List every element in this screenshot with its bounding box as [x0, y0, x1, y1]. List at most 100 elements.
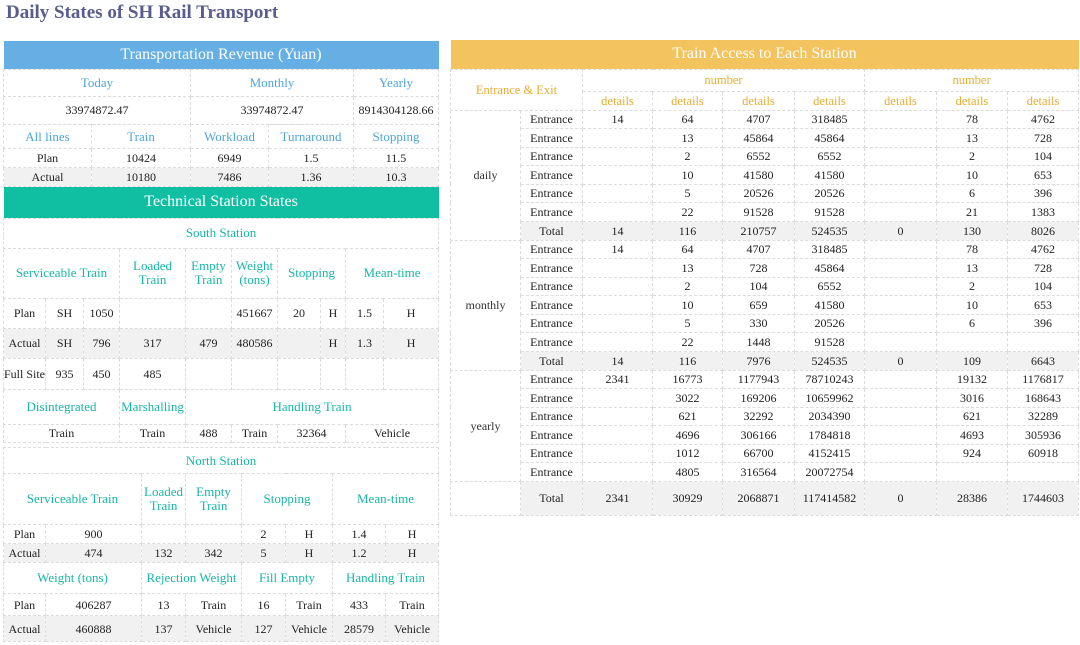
cell-col-2: 10	[652, 165, 723, 185]
north-plan-serviceable: 900	[45, 524, 142, 544]
south-station-title: South Station	[2, 217, 440, 249]
cell-col-4: 45864	[794, 258, 865, 278]
north-plan2-fill-empty-unit: Train	[285, 593, 333, 616]
cell-col-3: 659	[722, 295, 795, 315]
cell-col-3: 41580	[722, 165, 795, 185]
cell-col-1	[582, 425, 653, 445]
cell-type: Entrance	[520, 425, 583, 445]
total-col-3: 7976	[722, 350, 795, 371]
revenue-header-today: Today	[3, 68, 191, 97]
table-row: Entrance 13 728 45864 13 728	[451, 258, 1080, 278]
south-header-disintegrated: Disintegrated	[3, 388, 120, 425]
cell-col-2: 621	[652, 406, 723, 426]
cell-col-1	[582, 258, 653, 278]
south-actual-meantime: 1.3	[345, 327, 384, 359]
cell-col-7: 396	[1006, 313, 1080, 333]
lines-plan-stopping: 11.5	[353, 148, 439, 168]
south-plan-weight: 451667	[231, 297, 278, 329]
total-col-7: 6643	[1006, 350, 1080, 371]
total-col-4: 117414582	[794, 480, 865, 516]
south-handling-train-unit: Train	[231, 423, 278, 443]
cell-type: Entrance	[520, 128, 583, 148]
revenue-header-yearly: Yearly	[352, 68, 440, 97]
cell-col-1	[582, 406, 653, 426]
cell-col-5	[864, 239, 937, 259]
total-col-2: 30929	[652, 480, 723, 516]
cell-col-3: 32292	[722, 406, 795, 426]
cell-col-7: 4762	[1006, 239, 1080, 259]
cell-col-3: 45864	[722, 128, 795, 148]
north-header-fill-empty: Fill Empty	[241, 562, 333, 594]
south-handling-count: 488	[185, 423, 232, 443]
south-full-site-value-1: 935	[45, 357, 84, 390]
total-type: Total	[520, 350, 583, 371]
north-plan-label: Plan	[3, 524, 46, 544]
north-actual-loaded: 132	[141, 543, 186, 563]
revenue-header-monthly: Monthly	[190, 68, 354, 97]
total-col-4: 524535	[794, 350, 865, 371]
north-actual-stopping-unit: H	[285, 543, 333, 563]
cell-col-6: 2	[936, 146, 1008, 166]
cell-col-1: 14	[582, 239, 653, 259]
cell-col-7	[1006, 462, 1080, 482]
cell-col-5	[864, 295, 937, 315]
cell-col-6: 6	[936, 313, 1008, 333]
cell-col-1	[582, 295, 653, 315]
page-title: Daily States of SH Rail Transport	[6, 2, 279, 23]
table-row: Entrance 621 32292 2034390 621 32289	[451, 406, 1080, 426]
cell-col-5	[864, 443, 937, 463]
cell-col-5	[864, 462, 937, 482]
table-row: Entrance 22 91528 91528 21 1383	[451, 202, 1080, 222]
cell-col-5	[864, 183, 937, 203]
cell-col-1	[582, 128, 653, 148]
cell-col-7: 728	[1006, 128, 1080, 148]
north-plan2-handling: 433	[332, 593, 386, 616]
lines-actual-train: 10180	[91, 167, 191, 187]
cell-col-2: 64	[652, 239, 723, 259]
south-actual-serviceable: 796	[83, 327, 120, 359]
cell-col-3: 6552	[722, 146, 795, 166]
cell-type: Entrance	[520, 165, 583, 185]
cell-col-7: 396	[1006, 183, 1080, 203]
cell-col-7: 60918	[1006, 443, 1080, 463]
north-plan2-label: Plan	[3, 593, 46, 616]
lines-plan-turnaround: 1.5	[268, 148, 354, 168]
north-plan2-fill-empty: 16	[241, 593, 286, 616]
tech-banner: Technical Station States	[3, 187, 439, 218]
cell-col-6	[936, 332, 1008, 352]
cell-col-7: 104	[1006, 276, 1080, 296]
south-station-table: Technical Station States South Station S…	[2, 187, 440, 443]
north-actual-meantime-unit: H	[384, 543, 440, 563]
cell-col-2: 16773	[652, 369, 723, 389]
total-col-1: 2341	[582, 480, 653, 516]
cell-col-4: 20526	[794, 183, 865, 203]
north-plan2-rejection: 13	[141, 593, 186, 616]
access-banner: Train Access to Each Station	[450, 40, 1079, 69]
cell-col-6: 78	[936, 239, 1008, 259]
cell-col-6: 924	[936, 443, 1008, 463]
total-col-5: 0	[864, 220, 937, 241]
cell-col-7: 104	[1006, 146, 1080, 166]
cell-col-2: 2	[652, 276, 723, 296]
cell-col-5	[864, 109, 937, 129]
cell-col-5	[864, 388, 937, 408]
cell-col-4: 10659962	[794, 388, 865, 408]
north-plan-empty	[185, 524, 242, 544]
lines-header-turnaround: Turnaround	[268, 124, 354, 149]
north-station-title: North Station	[2, 447, 440, 474]
cell-col-7: 4762	[1006, 109, 1080, 129]
total-type: Total	[520, 220, 583, 241]
lines-actual-label: Actual	[3, 167, 92, 187]
cell-col-1	[582, 332, 653, 352]
revenue-yearly: 8914304128.66	[352, 95, 440, 125]
table-row: Entrance 5 330 20526 6 396	[451, 313, 1080, 333]
cell-col-4: 45864	[794, 128, 865, 148]
north-actual2-handling-unit: Vehicle	[384, 615, 440, 642]
access-table: Train Access to Each Station Entrance & …	[450, 40, 1080, 516]
cell-col-2: 5	[652, 313, 723, 333]
total-col-6: 28386	[936, 480, 1008, 516]
access-header-details: details	[582, 90, 653, 111]
north-plan-meantime: 1.4	[332, 524, 386, 544]
south-handling-vehicles: 32364	[277, 423, 346, 443]
cell-col-1	[582, 202, 653, 222]
